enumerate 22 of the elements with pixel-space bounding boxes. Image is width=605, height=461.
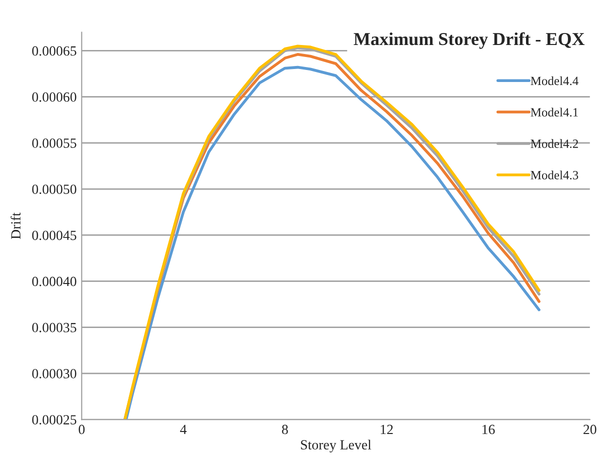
x-tick-label: 20: [584, 424, 596, 434]
x-tick-label: 0: [78, 424, 85, 434]
y-tick-label: 0.00065: [32, 46, 76, 56]
legend-label: Model4.4: [530, 76, 578, 86]
y-tick-label: 0.00055: [32, 138, 76, 148]
x-axis-title: Storey Level: [301, 440, 372, 452]
legend-label: Model4.1: [530, 108, 578, 117]
y-axis-title: Drift: [10, 212, 21, 239]
legend-label: Model4.2: [530, 139, 578, 148]
y-tick-label: 0.00035: [32, 322, 76, 332]
y-tick-label: 0.00050: [32, 184, 76, 194]
x-tick-label: 8: [282, 424, 288, 434]
x-tick-label: 16: [482, 424, 495, 434]
legend-label: Model4.3: [530, 170, 578, 180]
x-tick-label: 12: [380, 424, 393, 434]
y-tick-label: 0.00040: [32, 276, 76, 286]
y-tick-label: 0.00030: [32, 368, 76, 378]
y-tick-label: 0.00025: [32, 415, 76, 425]
y-tick-label: 0.00060: [32, 92, 76, 102]
y-tick-label: 0.00045: [32, 230, 76, 240]
chart-title: Maximum Storey Drift - EQX: [354, 32, 585, 49]
x-tick-label: 4: [180, 424, 187, 434]
